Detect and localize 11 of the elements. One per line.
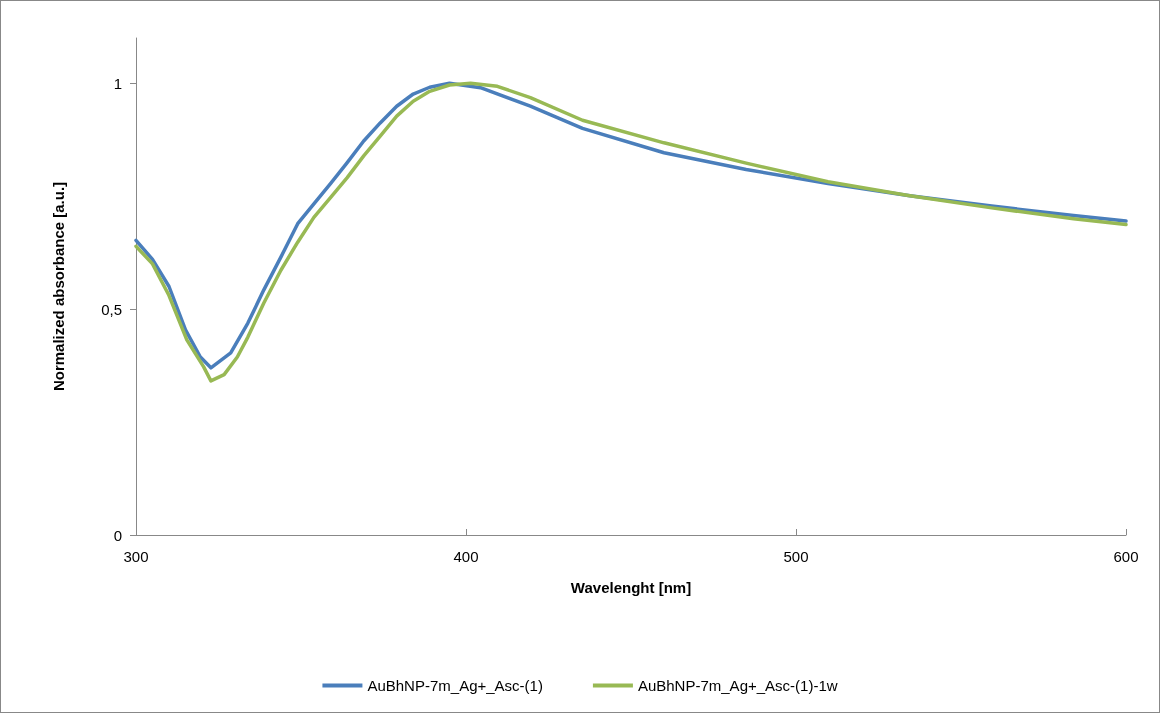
x-axis-title: Wavelenght [nm]	[570, 579, 692, 596]
x-tick-label: 600	[1113, 548, 1139, 565]
y-tick-label: 0,5	[101, 300, 122, 318]
y-tick-label: 0	[113, 526, 122, 544]
y-axis-title: Normalized absorbance [a.u.]	[50, 181, 67, 392]
legend-label: AuBhNP-7m_Ag+_Asc-(1)	[367, 677, 543, 694]
x-tick-label: 400	[453, 548, 479, 565]
x-tick-label: 500	[783, 548, 809, 565]
legend-label: AuBhNP-7m_Ag+_Asc-(1)-1w	[637, 677, 838, 694]
y-tick-label: 1	[113, 74, 122, 92]
x-tick-label: 300	[123, 548, 149, 565]
